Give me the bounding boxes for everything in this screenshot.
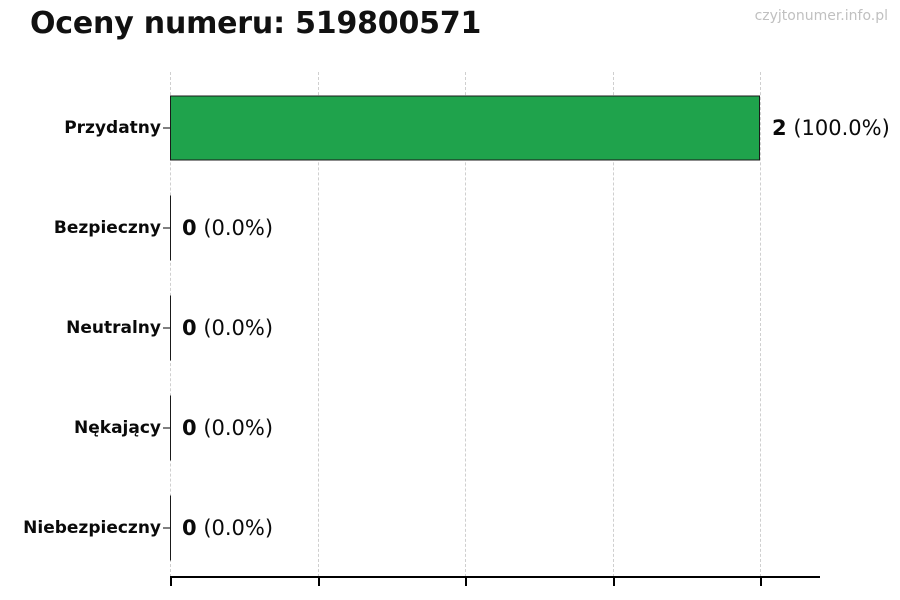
category-label-nękający: Nękający (74, 418, 161, 438)
bar-percent: (0.0%) (203, 416, 274, 440)
bar-count: 0 (182, 316, 197, 340)
bar-row: Nękający 0 (0.0%) (0, 378, 900, 478)
bar-count: 2 (772, 116, 787, 140)
gridline (612, 72, 614, 577)
x-axis-line (170, 576, 820, 578)
bar-count: 0 (182, 416, 197, 440)
page-title: Oceny numeru: 519800571 (30, 6, 482, 41)
bar-nękający (170, 395, 171, 461)
gridline (465, 72, 466, 577)
bar-percent: (0.0%) (203, 316, 274, 340)
bar-przydatny (170, 95, 760, 161)
category-label-przydatny: Przydatny (64, 118, 161, 138)
bar-bezpieczny (170, 195, 171, 261)
y-axis-tick (163, 427, 170, 429)
bar-value-label: 0 (0.0%) (182, 316, 273, 340)
bar-percent: (0.0%) (203, 516, 274, 540)
x-axis-tick (760, 577, 762, 586)
category-label-bezpieczny: Bezpieczny (53, 218, 161, 238)
site-watermark: czyjtonumer.info.pl (754, 8, 888, 24)
bar-row: Przydatny 2 (100.0%) (0, 78, 900, 178)
bar-value-label: 0 (0.0%) (182, 516, 273, 540)
bar-value-label: 2 (100.0%) (772, 116, 890, 140)
bar-count: 0 (182, 216, 197, 240)
bar-count: 0 (182, 516, 197, 540)
x-axis-tick (317, 577, 320, 586)
bar-value-label: 0 (0.0%) (182, 416, 273, 440)
y-axis-tick (163, 527, 170, 529)
x-axis-tick (170, 577, 172, 586)
x-axis-tick (465, 577, 467, 586)
bar-row: Neutralny 0 (0.0%) (0, 278, 900, 378)
category-label-niebezpieczny: Niebezpieczny (23, 518, 161, 538)
x-axis-tick (612, 577, 615, 586)
category-label-neutralny: Neutralny (66, 318, 161, 338)
gridline (317, 72, 319, 577)
bar-niebezpieczny (170, 495, 171, 561)
y-axis-tick (163, 327, 170, 329)
bar-value-label: 0 (0.0%) (182, 216, 273, 240)
bar-percent: (100.0%) (793, 116, 890, 140)
bar-neutralny (170, 295, 171, 361)
bar-row: Bezpieczny 0 (0.0%) (0, 178, 900, 278)
y-axis-tick (163, 227, 170, 229)
bar-row: Niebezpieczny 0 (0.0%) (0, 478, 900, 578)
gridline (760, 72, 761, 577)
bar-percent: (0.0%) (203, 216, 274, 240)
y-axis-tick (163, 127, 170, 129)
